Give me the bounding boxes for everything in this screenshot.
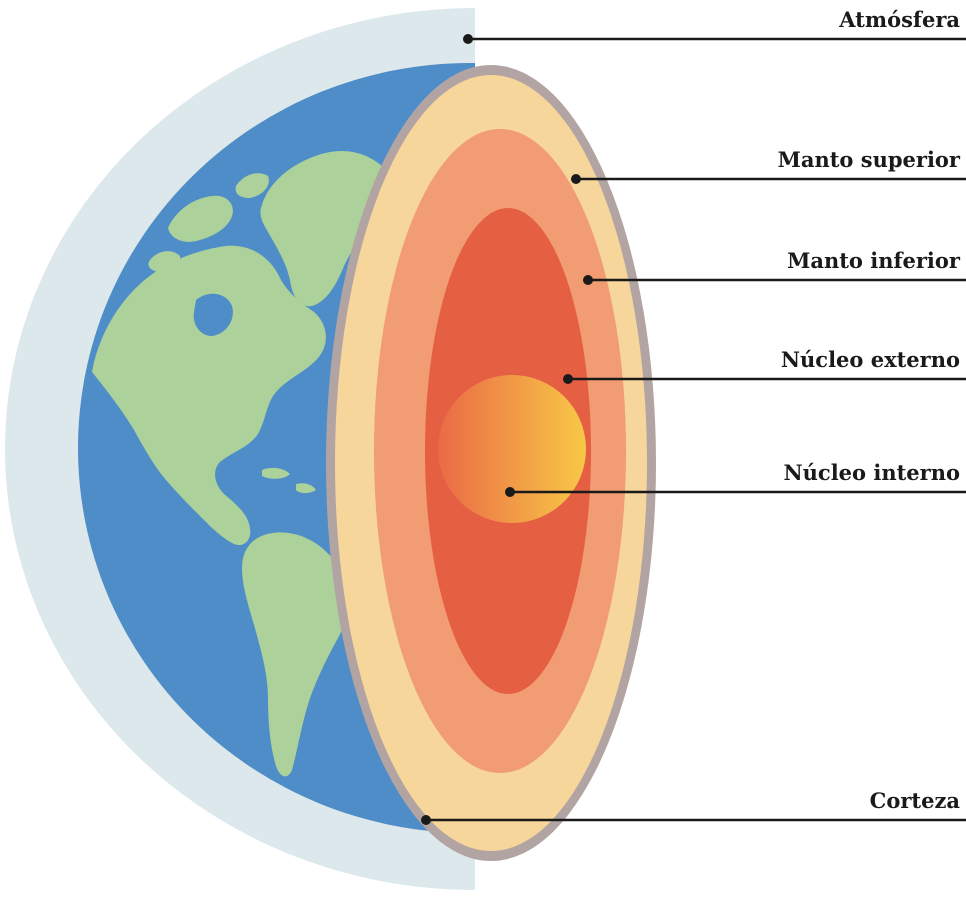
label-manto-inferior: Manto inferior: [787, 248, 961, 273]
leader-dot-nucleo-externo: [563, 374, 573, 384]
label-nucleo-interno: Núcleo interno: [783, 460, 960, 485]
leader-dot-nucleo-interno: [505, 487, 515, 497]
label-atmosfera: Atmósfera: [838, 7, 960, 32]
layer-labels: Atmósfera Manto superior Manto inferior …: [778, 7, 961, 813]
greenland-landmass: [260, 150, 388, 307]
label-manto-superior: Manto superior: [778, 147, 961, 172]
caribbean-islands: [262, 467, 316, 493]
arctic-islands: [148, 173, 269, 272]
label-corteza: Corteza: [870, 788, 961, 813]
leader-dot-corteza: [421, 815, 431, 825]
leader-dot-atmosfera: [463, 34, 473, 44]
leader-dot-manto-superior: [571, 174, 581, 184]
south-america-landmass: [242, 532, 349, 777]
label-nucleo-externo: Núcleo externo: [781, 347, 960, 372]
cross-section: [326, 65, 656, 861]
hudson-bay: [193, 293, 233, 336]
inner-core-layer: [438, 375, 586, 523]
leader-dot-manto-inferior: [583, 275, 593, 285]
leader-lines: [421, 34, 966, 825]
north-america-landmass: [92, 245, 326, 546]
